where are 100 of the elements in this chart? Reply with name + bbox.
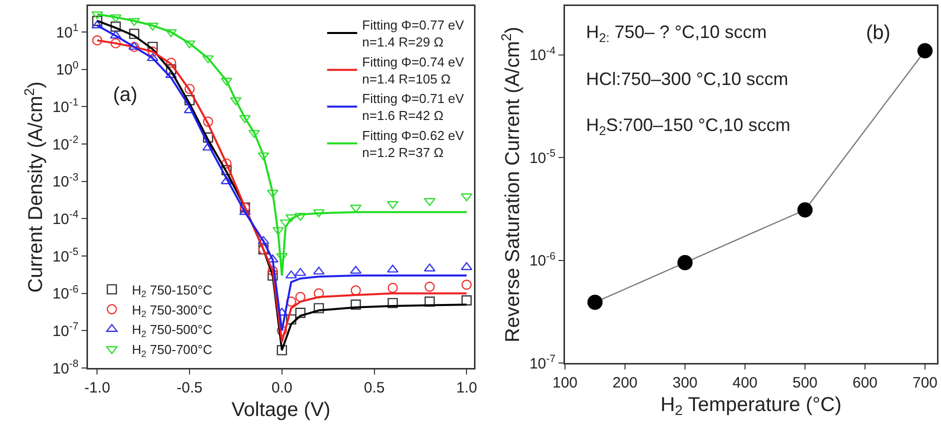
annotation: (b) (866, 22, 890, 44)
point (350, 204, 362, 213)
point (286, 296, 296, 307)
point (314, 288, 324, 298)
point (276, 345, 288, 356)
x-axis-title: Voltage (V) (232, 398, 330, 421)
y-tick-label: 10$^{-6}$ (52, 283, 79, 303)
point (166, 64, 176, 75)
x-tick-label: 300 (672, 374, 698, 392)
x-tick-label: 500 (792, 374, 818, 392)
point (165, 29, 177, 38)
point (388, 282, 398, 293)
point (110, 30, 122, 39)
legend-label: H$_{2}$ 750-150°C (132, 282, 212, 300)
point (220, 78, 232, 86)
y-tick-label: 10$^{-8}$ (52, 358, 79, 378)
point (286, 314, 296, 325)
x-axis-title: H$_{2}$ Temperature (°C) (660, 394, 842, 418)
point (148, 46, 158, 57)
point (166, 58, 176, 68)
x-tick-label: 700 (912, 374, 938, 392)
point (350, 299, 361, 310)
y-tick-label: 10$^{-5}$ (52, 246, 79, 266)
point (462, 295, 472, 306)
point (294, 212, 306, 221)
x-tick-label: -0.5 (176, 380, 203, 396)
point (460, 262, 472, 270)
point (276, 253, 288, 262)
y-tick-label: 10$^{-2}$ (52, 134, 79, 154)
point (313, 266, 325, 275)
y-tick-label: 10$^{1}$ (56, 22, 79, 42)
point (202, 116, 214, 127)
point (285, 270, 297, 278)
point (258, 236, 270, 244)
x-tick-label: 1.0 (456, 380, 478, 396)
annotation: (a) (113, 84, 138, 106)
point (388, 298, 398, 308)
x-tick-label: 200 (612, 374, 638, 392)
x-tick-label: 600 (852, 374, 878, 392)
point (460, 193, 472, 202)
legend-label: H$_{2}$ 750-500°C (132, 322, 212, 339)
x-tick-label: 0.0 (271, 380, 292, 396)
point (268, 270, 278, 281)
point (146, 53, 158, 62)
annotation: H$_{2:}$ 750– ? °C,10 sccm (586, 22, 767, 45)
point (110, 22, 121, 32)
legend-label: Fitting Φ=0.62 eV n=1.2 R=37 Ω (362, 128, 464, 160)
point (221, 165, 232, 176)
point (129, 42, 140, 52)
point (797, 202, 813, 218)
point (110, 14, 122, 22)
point (294, 268, 306, 276)
point (677, 255, 693, 270)
point (202, 142, 214, 151)
annotation: H$_{2}$S:700–150 °C,10 sccm (586, 115, 790, 138)
y-tick-label: 10$^{-5}$ (529, 148, 556, 167)
point (92, 35, 102, 46)
x-tick-label: 100 (552, 374, 578, 392)
point (295, 308, 306, 318)
point (462, 280, 472, 290)
point (202, 55, 214, 64)
point (239, 115, 251, 124)
point (424, 296, 435, 307)
y-tick-label: 10$^{-4}$ (52, 208, 79, 228)
legend-label: Fitting Φ=0.77 eV n=1.4 R=29 Ω (362, 18, 464, 50)
y-tick-label: 10$^{-7}$ (529, 352, 556, 372)
point (184, 40, 196, 48)
annotation: HCl:750–300 °C,10 sccm (586, 69, 788, 89)
y-tick-label: 10$^{-7}$ (52, 320, 79, 340)
legend-label: Fitting Φ=0.74 eV n=1.4 R=105 Ω (362, 54, 464, 86)
point (314, 303, 324, 314)
point (221, 158, 232, 169)
point (129, 28, 140, 39)
point (268, 266, 278, 276)
point (184, 95, 195, 106)
point (424, 282, 435, 292)
point (266, 190, 278, 198)
point (146, 22, 158, 31)
x-tick-label: -1.0 (84, 380, 110, 396)
y-tick-label: 10$^{-1}$ (52, 96, 79, 116)
point (313, 209, 325, 218)
x-tick-label: 400 (732, 374, 758, 392)
point (350, 285, 361, 296)
point (285, 214, 297, 222)
point (258, 152, 270, 160)
point (587, 294, 603, 310)
y-tick-label: 10$^{-4}$ (529, 44, 556, 64)
legend-label: H$_{2}$ 750-300°C (132, 302, 212, 320)
y-tick-label: 10$^{-3}$ (52, 171, 79, 191)
point (350, 266, 362, 274)
point (295, 292, 306, 302)
point (184, 84, 195, 94)
legend-label: Fitting Φ=0.71 eV n=1.6 R=42 Ω (362, 91, 464, 124)
point (92, 16, 102, 26)
point (110, 38, 121, 48)
x-tick-label: 0.5 (364, 380, 385, 396)
legend-label: H$_{2}$ 750-700°C (132, 342, 212, 359)
y-tick-label: 10$^{0}$ (56, 59, 79, 79)
y-tick-label: 10$^{-6}$ (529, 250, 556, 270)
point (917, 43, 933, 58)
